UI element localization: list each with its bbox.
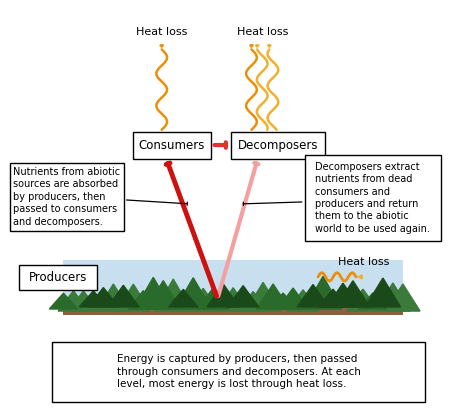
Polygon shape — [96, 284, 130, 311]
Polygon shape — [287, 290, 318, 311]
Polygon shape — [58, 291, 88, 311]
FancyBboxPatch shape — [19, 265, 97, 290]
Text: Decomposers extract
nutrients from dead
consumers and
producers and return
them : Decomposers extract nutrients from dead … — [315, 162, 429, 234]
FancyBboxPatch shape — [63, 301, 402, 315]
Text: Consumers: Consumers — [138, 139, 204, 152]
Polygon shape — [268, 293, 297, 309]
Polygon shape — [277, 288, 308, 309]
Polygon shape — [304, 276, 341, 309]
FancyBboxPatch shape — [304, 154, 440, 241]
FancyBboxPatch shape — [52, 342, 424, 402]
Polygon shape — [346, 289, 378, 311]
Polygon shape — [335, 281, 369, 307]
Text: Energy is captured by producers, then passed
through consumers and decomposers. : Energy is captured by producers, then pa… — [116, 354, 360, 389]
FancyBboxPatch shape — [63, 260, 402, 307]
Text: Heat loss: Heat loss — [236, 27, 287, 37]
Polygon shape — [256, 284, 289, 309]
FancyBboxPatch shape — [230, 132, 324, 159]
Polygon shape — [168, 289, 198, 307]
Polygon shape — [116, 284, 150, 311]
Polygon shape — [146, 281, 180, 309]
Polygon shape — [128, 290, 158, 309]
Polygon shape — [175, 278, 211, 309]
Polygon shape — [238, 292, 267, 311]
Polygon shape — [88, 288, 118, 307]
Polygon shape — [134, 277, 171, 309]
Polygon shape — [207, 284, 239, 307]
Polygon shape — [216, 288, 249, 311]
Polygon shape — [79, 291, 107, 307]
Polygon shape — [375, 283, 410, 311]
FancyBboxPatch shape — [10, 163, 124, 231]
Polygon shape — [154, 279, 191, 311]
Polygon shape — [318, 289, 347, 307]
Text: Heat loss: Heat loss — [337, 258, 389, 267]
Polygon shape — [385, 284, 419, 311]
Polygon shape — [296, 284, 328, 307]
Polygon shape — [326, 283, 359, 307]
Polygon shape — [245, 282, 280, 311]
Polygon shape — [197, 288, 228, 309]
FancyBboxPatch shape — [133, 132, 210, 159]
Text: Producers: Producers — [28, 271, 87, 284]
Polygon shape — [68, 291, 98, 311]
Polygon shape — [49, 293, 78, 309]
Polygon shape — [227, 286, 258, 307]
Polygon shape — [107, 285, 139, 307]
Text: Heat loss: Heat loss — [136, 27, 187, 37]
Polygon shape — [364, 278, 400, 307]
Text: Nutrients from abiotic
sources are absorbed
by producers, then
passed to consume: Nutrients from abiotic sources are absor… — [13, 167, 120, 227]
Polygon shape — [358, 293, 386, 309]
Text: Decomposers: Decomposers — [237, 139, 318, 152]
Polygon shape — [187, 288, 219, 311]
